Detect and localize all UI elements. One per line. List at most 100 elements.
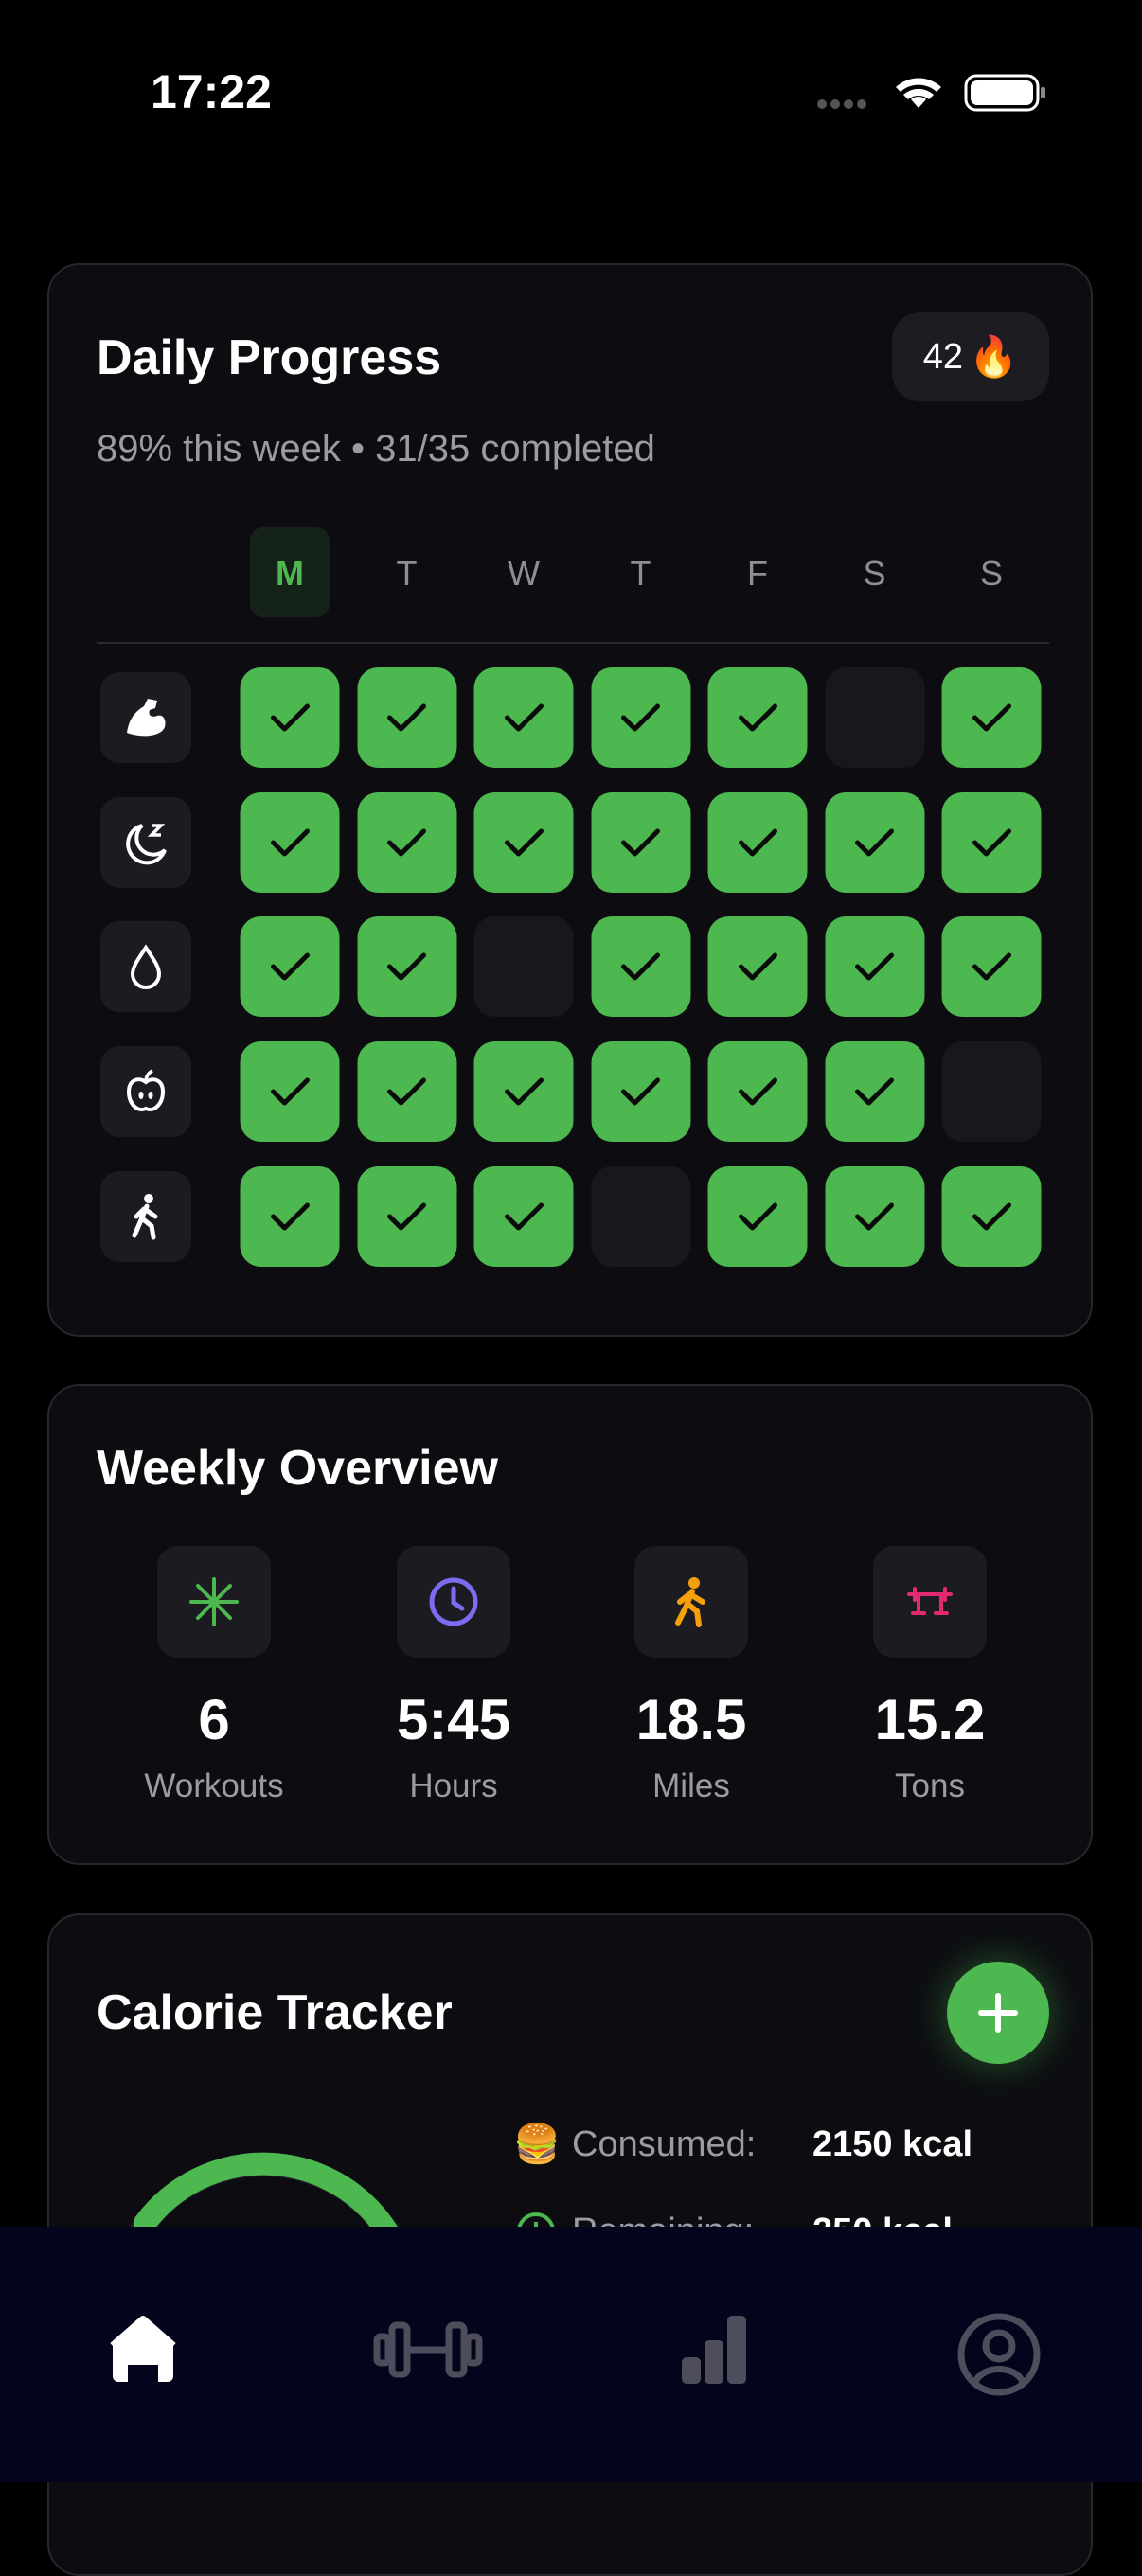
tab-home[interactable] [105,2312,181,2388]
habit-cell-done[interactable] [825,1165,924,1267]
row-value: 2150 kcal [812,2124,973,2164]
tab-profile[interactable] [956,2312,1042,2397]
habit-cell-done[interactable] [707,667,808,768]
tab-bar [0,2227,1142,2482]
stat-miles: 18.5 Miles [578,1546,805,1803]
stat-workouts: 6 Workouts [100,1546,328,1803]
habit-cell-done[interactable] [591,667,690,768]
habit-icon-water[interactable] [100,921,191,1012]
habit-cell-done[interactable] [473,791,574,893]
check-icon [855,828,894,857]
habit-icon-nutrition[interactable] [100,1046,191,1137]
streak-count: 42 [922,336,963,377]
habit-cell-done[interactable] [591,791,690,893]
check-icon [855,1077,894,1106]
habit-cell-done[interactable] [707,1041,808,1143]
check-icon [270,952,310,981]
habit-cell-empty[interactable] [941,1041,1042,1143]
check-icon [387,1202,426,1231]
check-icon [621,703,660,732]
day-header: M [276,554,304,593]
habit-icon-strength[interactable] [100,672,191,763]
habit-cell-done[interactable] [941,791,1042,893]
habit-cell-done[interactable] [941,916,1042,1018]
check-icon [738,952,777,981]
check-icon [504,703,544,732]
day-header: F [747,554,768,593]
habit-cell-done[interactable] [240,667,340,768]
habit-cell-done[interactable] [357,1165,456,1267]
day-header: T [630,554,651,593]
tab-workouts[interactable] [373,2312,483,2388]
status-icons [817,74,1045,112]
check-icon [504,1077,544,1106]
day-header: W [508,554,540,593]
day-header: S [863,554,886,593]
card-title: Daily Progress [97,330,442,385]
divider [97,642,1049,644]
day-header: T [396,554,418,593]
check-icon [270,703,310,732]
habit-cell-empty[interactable] [591,1165,690,1267]
weekly-overview-card: Weekly Overview 6 Workouts 5:45 Hours 18… [47,1384,1093,1865]
habit-cell-done[interactable] [941,667,1042,768]
tab-stats[interactable] [676,2312,752,2388]
habit-cell-done[interactable] [473,1041,574,1143]
check-icon [387,952,426,981]
check-icon [387,1077,426,1106]
check-icon [972,828,1011,857]
current-day-highlight [250,527,330,617]
habit-cell-done[interactable] [707,791,808,893]
habit-cell-done[interactable] [473,667,574,768]
stat-label: Hours [409,1768,498,1804]
check-icon [270,1077,310,1106]
card-title: Weekly Overview [97,1441,498,1496]
habit-cell-done[interactable] [357,1041,456,1143]
status-time: 17:22 [151,65,272,118]
check-icon [738,1202,777,1231]
habit-cell-done[interactable] [707,1165,808,1267]
card-title: Calorie Tracker [97,1985,453,2040]
check-icon [855,1202,894,1231]
stat-value: 5:45 [396,1688,511,1751]
habit-cell-empty[interactable] [473,916,574,1018]
habit-cell-done[interactable] [707,916,808,1018]
habit-cell-done[interactable] [357,791,456,893]
habit-icon-walk[interactable] [100,1171,191,1262]
check-icon [621,828,660,857]
row-label: Consumed: [572,2124,757,2164]
stat-value: 15.2 [874,1688,986,1751]
day-header: S [979,554,1003,593]
streak-badge[interactable]: 42 🔥 [892,312,1049,401]
check-icon [504,828,544,857]
habit-cell-done[interactable] [591,1041,690,1143]
screen: {"status_bar": {"time": "17:22"}, "daily… [0,65,1142,2576]
habit-cell-done[interactable] [240,916,340,1018]
stat-tons: 15.2 Tons [816,1546,1044,1803]
stat-label: Tons [895,1768,965,1804]
add-button[interactable] [947,1962,1049,2064]
check-icon [972,1202,1011,1231]
habit-cell-done[interactable] [240,791,340,893]
progress-subtitle: 89% this week • 31/35 completed [97,428,655,470]
habit-cell-done[interactable] [941,1165,1042,1267]
habit-cell-done[interactable] [357,916,456,1018]
check-icon [504,1202,544,1231]
habit-cell-done[interactable] [825,791,924,893]
check-icon [738,1077,777,1106]
habit-cell-done[interactable] [473,1165,574,1267]
habit-icon-sleep[interactable] [100,797,191,888]
habit-cell-done[interactable] [240,1165,340,1267]
row-icon: 🍔 [513,2123,561,2165]
stat-label: Miles [652,1768,730,1804]
habit-cell-done[interactable] [825,1041,924,1143]
habit-cell-done[interactable] [357,667,456,768]
habit-cell-done[interactable] [825,916,924,1018]
habit-cell-done[interactable] [240,1041,340,1143]
streak-icon: 🔥 [968,333,1019,379]
habit-cell-empty[interactable] [825,667,924,768]
habit-cell-done[interactable] [591,916,690,1018]
stat-value: 18.5 [635,1688,747,1751]
check-icon [270,1202,310,1231]
check-icon [855,952,894,981]
